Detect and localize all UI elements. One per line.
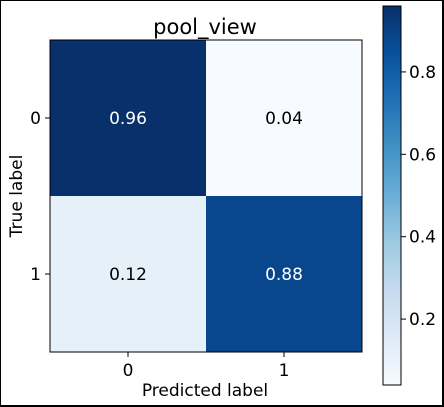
x-tick-label: 1 <box>279 361 290 381</box>
cell-value-label: 0.88 <box>265 265 303 285</box>
colorbar-ticks: 0.2 0.4 0.6 0.8 <box>401 63 436 330</box>
heatmap-cell-r0-c0 <box>50 40 206 196</box>
heatmap-cell-labels: 0.96 0.04 0.12 0.88 <box>109 109 303 285</box>
cell-value-label: 0.96 <box>109 109 147 129</box>
colorbar-tick-label: 0.4 <box>409 228 436 248</box>
plot-frame <box>49 39 363 353</box>
colorbar-tick-label: 0.6 <box>409 145 436 165</box>
y-tick-label: 0 <box>30 109 41 129</box>
heatmap-cell-r0-c1 <box>206 40 362 196</box>
heatmap-cells <box>50 40 362 352</box>
chart-title: pool_view <box>153 15 257 40</box>
x-tick-label: 0 <box>123 361 134 381</box>
y-axis-ticks: 01 <box>30 109 50 285</box>
x-axis-label: Predicted label <box>142 381 268 401</box>
colorbar <box>382 5 402 386</box>
heatmap-cell-r1-c0 <box>50 196 206 352</box>
heatmap-cell-r1-c1 <box>206 196 362 352</box>
cell-value-label: 0.12 <box>109 265 147 285</box>
y-axis-label: True label <box>7 155 27 239</box>
colorbar-tick-label: 0.2 <box>409 310 436 330</box>
y-tick-label: 1 <box>30 265 41 285</box>
colorbar-tick-label: 0.8 <box>409 63 436 83</box>
cell-value-label: 0.04 <box>265 109 303 129</box>
